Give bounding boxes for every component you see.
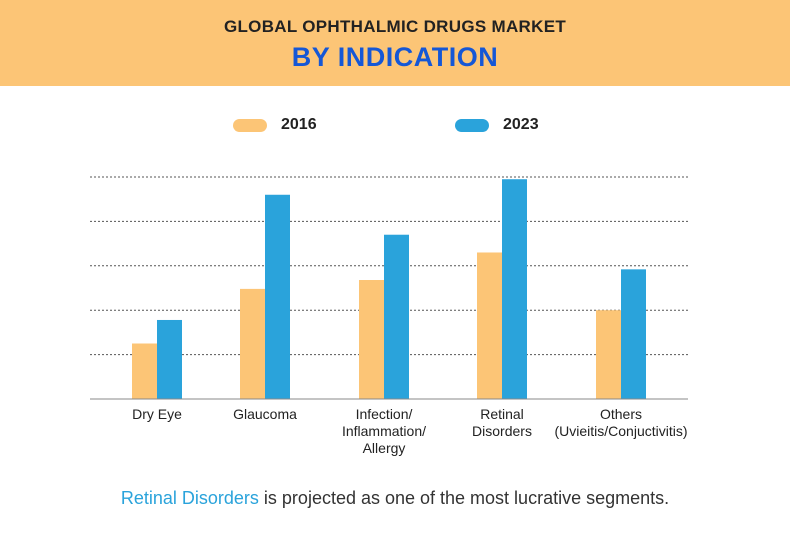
bar-2016-4 bbox=[596, 310, 621, 399]
bar-chart: Dry Eye Glaucoma Infection/Inflammation/Al… bbox=[90, 176, 688, 456]
bar-2023-0 bbox=[157, 319, 182, 399]
chart-subtitle: BY INDICATION bbox=[291, 42, 499, 72]
x-tick-label: Allergy bbox=[363, 440, 406, 456]
bar-2023-1 bbox=[265, 194, 290, 399]
bar-2016-2 bbox=[359, 280, 384, 399]
footer-highlight: Retinal Disorders bbox=[120, 488, 259, 508]
legend-label-2016: 2016 bbox=[281, 116, 317, 133]
x-tick-label: Inflammation/ bbox=[342, 423, 426, 439]
x-tick-label: Infection/ bbox=[356, 406, 413, 422]
x-tick-label: Retinal bbox=[480, 406, 524, 422]
chart-title: GLOBAL OPHTHALMIC DRUGS MARKET bbox=[223, 17, 567, 36]
legend-swatch-2023 bbox=[455, 119, 489, 132]
bar-2023-3 bbox=[502, 179, 527, 399]
header-banner: GLOBAL OPHTHALMIC DRUGS MARKET BY INDICA… bbox=[0, 0, 790, 86]
bar-2016-1 bbox=[240, 288, 265, 399]
x-tick-label: Others bbox=[600, 406, 642, 422]
x-tick-label: Dry Eye bbox=[132, 406, 182, 422]
x-tick-label: Glaucoma bbox=[233, 406, 297, 422]
x-tick-label: Disorders bbox=[472, 423, 532, 439]
bar-2016-0 bbox=[132, 343, 157, 399]
bar-2016-3 bbox=[477, 252, 502, 399]
bar-2023-2 bbox=[384, 234, 409, 399]
footer-note: Retinal Disorders is projected as one of… bbox=[0, 488, 790, 509]
x-tick-label: (Uvieitis/Conjuctivitis) bbox=[554, 423, 687, 439]
bar-2023-4 bbox=[621, 269, 646, 399]
legend-swatch-2016 bbox=[233, 119, 267, 132]
footer-text: is projected as one of the most lucrativ… bbox=[258, 488, 670, 508]
legend-label-2023: 2023 bbox=[503, 116, 539, 133]
